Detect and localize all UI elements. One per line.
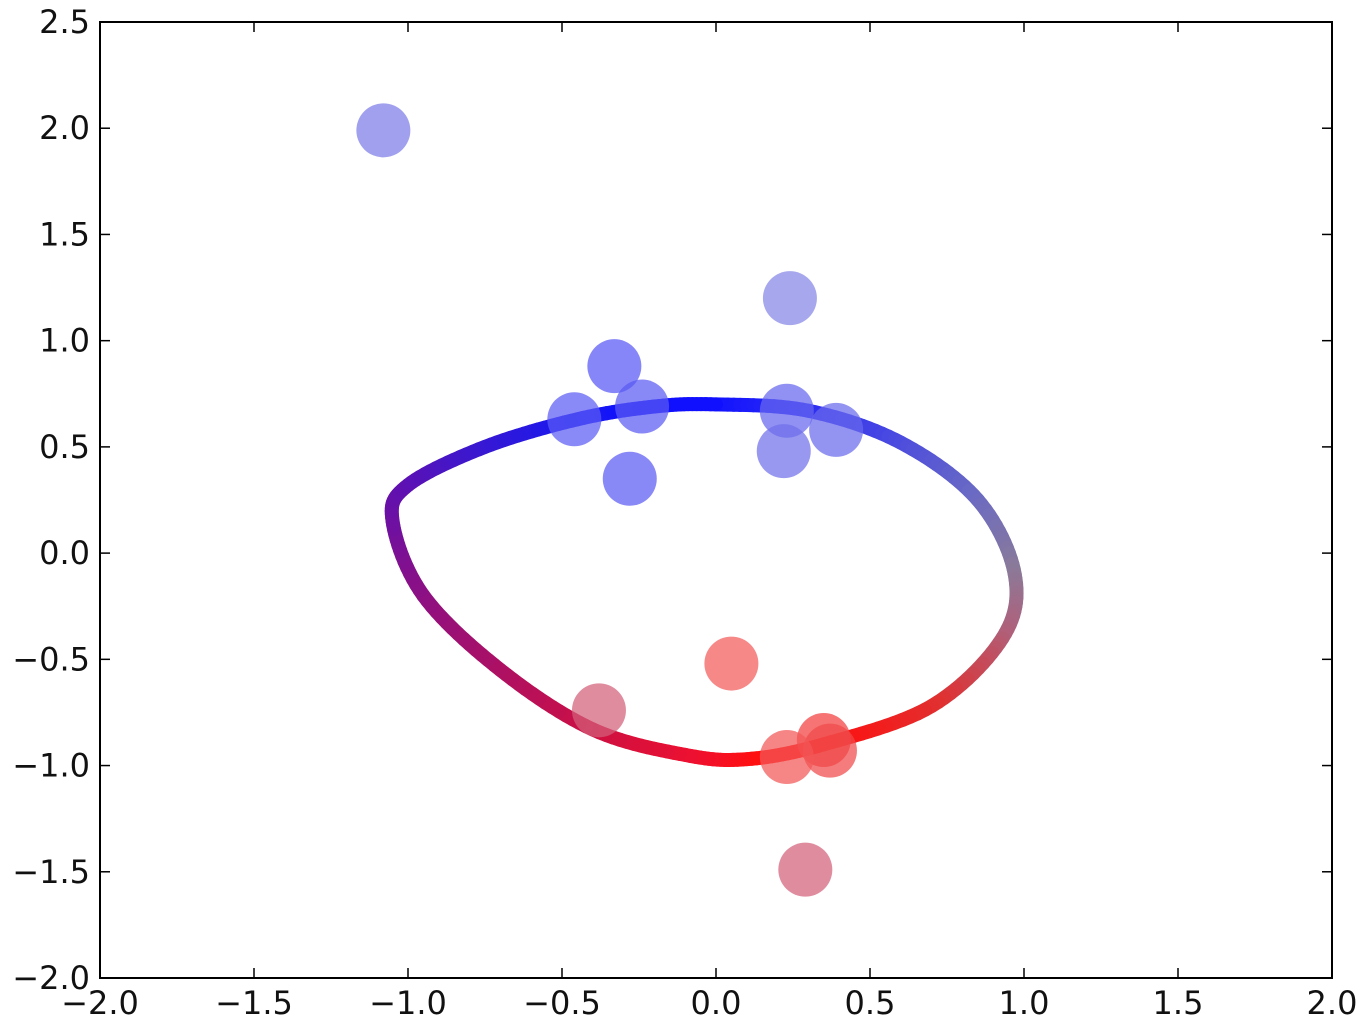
axes-frame [99, 21, 1333, 979]
x-tick-labels: −2.0 −1.5 −1.0 −0.5 0.0 0.5 1.0 1.5 2.0 [61, 984, 1357, 1022]
scatter-point [587, 339, 642, 394]
scatter-point [762, 271, 817, 326]
y-tick-label: −1.5 [12, 853, 90, 891]
scatter-point [602, 451, 657, 506]
y-tick-label: 1.5 [39, 215, 90, 253]
x-tick-label: −1.5 [215, 984, 293, 1022]
x-tick-label: 0.5 [845, 984, 896, 1022]
scatter-point [802, 723, 857, 778]
scatter-point [756, 424, 811, 479]
y-tick-label: 2.5 [39, 3, 90, 41]
axis-ticks [99, 21, 1333, 979]
y-tick-label: 0.0 [39, 534, 90, 572]
x-tick-label: 1.0 [999, 984, 1050, 1022]
y-tick-labels: −2.0 −1.5 −1.0 −0.5 0.0 0.5 1.0 1.5 2.0 2.5 [12, 3, 90, 997]
scatter-point [809, 402, 864, 457]
x-tick-label: 1.5 [1153, 984, 1204, 1022]
y-tick-label: 1.0 [39, 322, 90, 360]
scatter-point [704, 636, 759, 691]
y-tick-label: 0.5 [39, 428, 90, 466]
y-tick-label: −1.0 [12, 747, 90, 785]
scatter-point [759, 730, 814, 785]
x-tick-label: 2.0 [1307, 984, 1358, 1022]
x-tick-label: 0.0 [691, 984, 742, 1022]
scatter-points [356, 103, 864, 897]
scatter-point [615, 379, 670, 434]
y-tick-label: −2.0 [12, 959, 90, 997]
x-tick-label: −0.5 [523, 984, 601, 1022]
scatter-point [778, 842, 833, 897]
x-tick-label: −1.0 [369, 984, 447, 1022]
x-tick-label: −2.0 [61, 984, 139, 1022]
scatter-point [571, 683, 626, 738]
scatter-point [759, 383, 814, 438]
scatter-point [356, 103, 411, 158]
y-tick-label: 2.0 [39, 109, 90, 147]
scatter-point [547, 392, 602, 447]
y-tick-label: −0.5 [12, 640, 90, 678]
